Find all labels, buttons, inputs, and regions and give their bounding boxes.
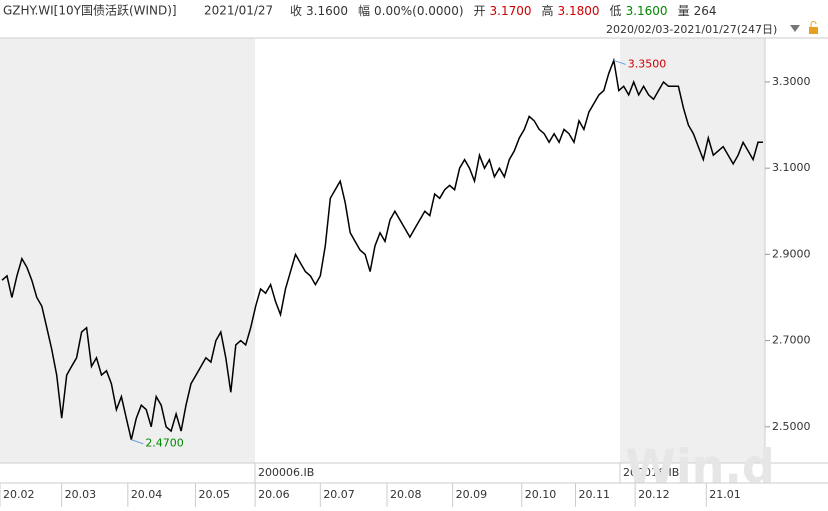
quote-value: 3.1600: [626, 4, 668, 18]
security-code: GZHY.WI[10Y国债活跃(WIND)]: [3, 4, 177, 18]
quote-label: 幅: [358, 3, 370, 18]
quote-item: 开 3.1700: [474, 4, 532, 18]
min-pointer: [131, 439, 144, 445]
x-tick-label: 20.08: [390, 488, 422, 501]
contract-label: 200006.IB: [258, 466, 314, 479]
quote-label: 高: [542, 3, 554, 18]
max-label: 3.3500: [628, 57, 667, 70]
quote-item: 幅 0.00%(0.0000): [358, 3, 464, 18]
x-tick-label: 20.09: [456, 488, 488, 501]
shaded-period: [0, 38, 255, 463]
y-tick-label: 3.1000: [772, 161, 811, 174]
y-tick-label: 2.5000: [772, 420, 811, 433]
contract-label: 200016.IB: [623, 466, 679, 479]
quote-value: 3.1600: [306, 4, 348, 18]
y-tick-label: 2.7000: [772, 334, 811, 347]
quote-label: 开: [474, 4, 486, 18]
quote-value: 264: [694, 4, 717, 18]
x-tick-label: 20.04: [131, 488, 163, 501]
min-label: 2.4700: [145, 437, 184, 450]
date-range: 2020/02/03-2021/01/27(247日): [606, 23, 777, 36]
x-tick-label: 20.02: [3, 488, 35, 501]
date: 2021/01/27: [204, 4, 273, 18]
x-tick-label: 20.03: [65, 488, 97, 501]
quote-value: 3.1800: [558, 4, 600, 18]
watermark: Win.d: [625, 440, 775, 494]
quote-item: 量 264: [678, 4, 717, 18]
x-tick-label: 20.07: [323, 488, 355, 501]
quote-value: 0.00%(0.0000): [374, 4, 463, 18]
y-tick-label: 3.3000: [772, 75, 811, 88]
quote-label: 收: [290, 4, 302, 18]
lock-icon: [810, 21, 817, 27]
quote-value: 3.1700: [490, 4, 532, 18]
quote-item: 低 3.1600: [610, 4, 668, 18]
dropdown[interactable]: [790, 25, 800, 32]
x-tick-label: 21.01: [709, 488, 741, 501]
quote-label: 低: [610, 4, 622, 18]
x-tick-label: 20.05: [198, 488, 230, 501]
max-pointer: [613, 59, 626, 65]
x-tick-label: 20.11: [578, 488, 610, 501]
quote-item: 高 3.1800: [542, 3, 600, 18]
lock-icon[interactable]: [809, 27, 818, 34]
x-tick-label: 20.10: [525, 488, 557, 501]
quote-item: 收 3.1600: [290, 4, 348, 18]
shaded-period: [620, 38, 765, 463]
x-tick-label: 20.12: [638, 488, 670, 501]
y-tick-label: 2.9000: [772, 247, 811, 260]
price-line: [1, 57, 763, 440]
quote-label: 量: [678, 4, 690, 18]
x-tick-label: 20.06: [258, 488, 290, 501]
